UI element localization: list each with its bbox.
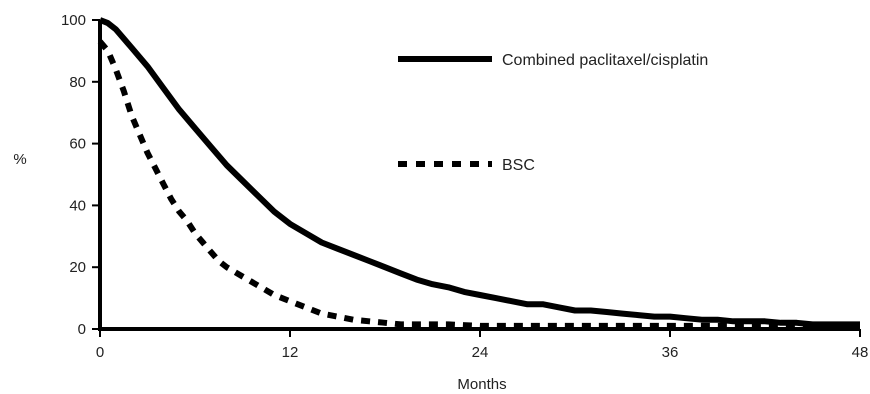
legend: Combined paclitaxel/cisplatin BSC [398,52,708,174]
y-tick-label: 100 [61,12,86,29]
plot-area [97,17,860,329]
legend-label-combined: Combined paclitaxel/cisplatin [502,52,708,69]
y-tick-label: 60 [69,136,86,153]
x-tick-label: 0 [96,344,104,361]
x-tick-label: 24 [472,344,489,361]
series-line-combined [98,17,860,328]
x-tick-label: 36 [662,344,679,361]
x-tick-label: 48 [852,344,869,361]
x-tick-label: 12 [282,344,299,361]
x-axis-title: Months [457,376,506,393]
y-tick-label: 80 [69,74,86,91]
legend-label-bsc: BSC [502,157,535,174]
y-tick-label: 20 [69,259,86,276]
y-tick-label: 40 [69,197,86,214]
y-axis-title: % [13,151,26,168]
y-tick-label: 0 [78,321,86,338]
series-line-bsc [97,39,860,329]
axes: 0 20 40 60 80 100 0 12 24 36 48 [61,12,868,361]
